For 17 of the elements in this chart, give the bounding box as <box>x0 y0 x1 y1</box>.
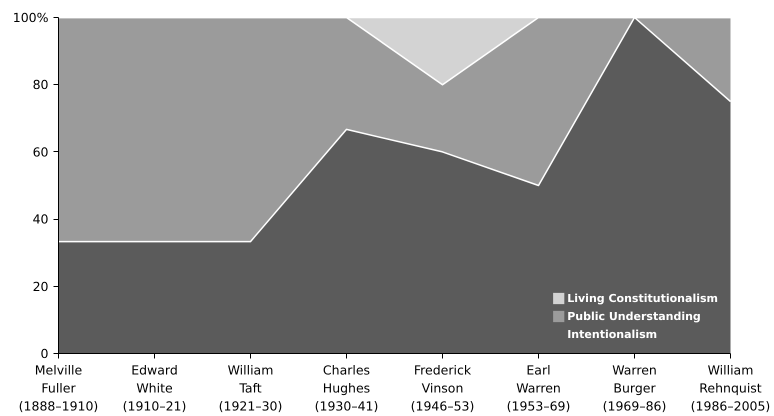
series-label: Intentionalism <box>567 328 658 340</box>
x-tick-label: Edward White (1910–21) <box>122 362 186 414</box>
x-tick-label: Earl Warren (1953–69) <box>506 362 570 414</box>
legend-label: Public Understanding <box>567 310 701 322</box>
y-tick-label: 100% <box>12 10 49 25</box>
x-tick-label: Frederick Vinson (1946–53) <box>410 362 474 414</box>
x-tick-label: William Taft (1921–30) <box>218 362 282 414</box>
legend-label: Living Constitutionalism <box>567 292 718 304</box>
x-tick-label: Charles Hughes (1930–41) <box>314 362 378 414</box>
y-tick-label: 20 <box>32 278 49 294</box>
y-tick-label: 60 <box>32 144 49 160</box>
y-tick-label: 0 <box>40 346 49 361</box>
x-tick-label: Melville Fuller (1888–1910) <box>18 362 98 414</box>
y-tick-label: 40 <box>32 212 49 227</box>
y-tick-label: 80 <box>32 77 49 92</box>
x-tick-label: Warren Burger (1969–86) <box>602 362 666 414</box>
x-tick-label: William Rehnquist (1986–2005) <box>690 362 770 414</box>
